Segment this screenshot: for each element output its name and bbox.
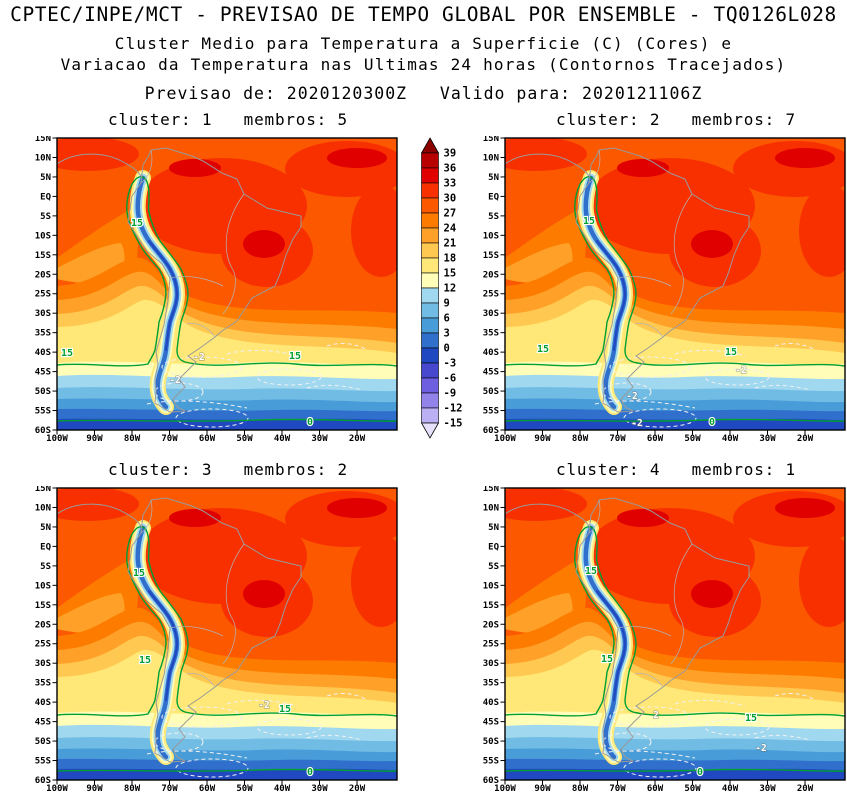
forecast-valid-times: Previsao de: 2020120300Z Valido para: 20… xyxy=(144,84,703,103)
panel-4-title: cluster: 4 membros: 1 xyxy=(556,460,796,479)
contour-value-label: 15 xyxy=(279,704,291,715)
panel-3-title: cluster: 3 membros: 2 xyxy=(108,460,348,479)
contour-value-label: -2 xyxy=(626,391,637,402)
contour-value-label: 0 xyxy=(307,417,313,428)
contour-value-label: 15 xyxy=(61,348,73,359)
contour-value-label: -2 xyxy=(258,700,269,711)
page-title: CPTEC/INPE/MCT - PREVISAO DE TEMPO GLOBA… xyxy=(10,3,837,26)
svg-text:6: 6 xyxy=(444,313,450,325)
svg-text:-12: -12 xyxy=(444,403,463,415)
panel-2-map: 15 15 15 -2 -2 -2 0 xyxy=(475,136,847,442)
panel-4-map: 15 15 2 15 -2 0 xyxy=(475,486,847,792)
svg-text:0: 0 xyxy=(444,343,450,355)
contour-value-label: 15 xyxy=(745,713,757,724)
contour-value-label: 15 xyxy=(131,218,143,229)
panel-4-contour-labels: 15 15 2 15 -2 0 xyxy=(584,565,768,779)
contour-value-label: 15 xyxy=(583,216,595,227)
contour-value-label: 0 xyxy=(307,767,313,778)
svg-text:30: 30 xyxy=(444,193,457,205)
panel-3-contour-labels: 15 15 -2 15 0 xyxy=(132,567,314,779)
svg-text:15: 15 xyxy=(444,268,457,280)
subtitle-line-2: Variacao da Temperatura nas Ultimas 24 h… xyxy=(60,55,787,74)
svg-text:18: 18 xyxy=(444,253,457,265)
colorbar-up-arrow xyxy=(421,137,440,154)
svg-text:3: 3 xyxy=(444,328,450,340)
svg-text:21: 21 xyxy=(444,238,457,250)
contour-value-label: 15 xyxy=(537,344,549,355)
contour-value-label: -2 xyxy=(631,418,642,429)
svg-text:12: 12 xyxy=(444,283,457,295)
panel-2-title: cluster: 2 membros: 7 xyxy=(556,110,796,129)
svg-text:39: 39 xyxy=(444,148,457,160)
svg-text:24: 24 xyxy=(444,223,457,235)
contour-value-label: -2 xyxy=(755,743,766,754)
contour-value-label: 15 xyxy=(601,654,613,665)
contour-value-label: 15 xyxy=(133,568,145,579)
contour-value-label: 0 xyxy=(709,417,715,428)
subtitle-line-1: Cluster Medio para Temperatura a Superfi… xyxy=(114,34,733,53)
contour-value-label: -2 xyxy=(193,352,204,363)
contour-value-label: 15 xyxy=(585,566,597,577)
panel-1-contour-labels: 15 15 15 -2 -2 0 xyxy=(60,217,314,429)
svg-text:27: 27 xyxy=(444,208,457,220)
contour-value-label: 15 xyxy=(725,347,737,358)
contour-value-label: -2 xyxy=(735,365,746,376)
panel-1-title: cluster: 1 membros: 5 xyxy=(108,110,348,129)
contour-value-label: -2 xyxy=(169,375,180,386)
contour-value-label: 15 xyxy=(139,655,151,666)
contour-value-label: 15 xyxy=(289,351,301,362)
panel-2-contour-labels: 15 15 15 -2 -2 -2 0 xyxy=(536,215,748,430)
svg-text:-6: -6 xyxy=(444,373,457,385)
panel-1-map: 15 15 15 -2 -2 0 xyxy=(27,136,403,442)
contour-value-label: 2 xyxy=(653,710,659,721)
panel-3-map: 15 15 -2 15 0 xyxy=(27,486,403,792)
colorbar-down-arrow xyxy=(421,422,440,439)
svg-text:-15: -15 xyxy=(444,418,463,430)
svg-text:-9: -9 xyxy=(444,388,457,400)
svg-text:9: 9 xyxy=(444,298,450,310)
svg-text:33: 33 xyxy=(444,178,457,190)
svg-text:36: 36 xyxy=(444,163,457,175)
svg-text:-3: -3 xyxy=(444,358,457,370)
contour-value-label: 0 xyxy=(697,767,703,778)
